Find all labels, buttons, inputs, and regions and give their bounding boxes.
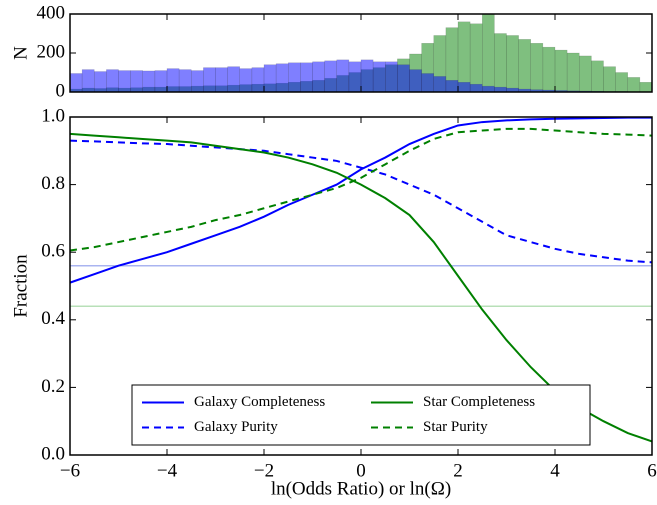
x-tick-label: 4	[550, 460, 560, 481]
histogram-bar	[615, 72, 628, 93]
x-tick-label: 2	[453, 460, 463, 481]
legend: Galaxy Completeness Galaxy Purity Star Com…	[131, 384, 591, 446]
histogram-bar	[263, 64, 277, 93]
histogram-bar	[372, 61, 386, 93]
histogram-bar	[482, 13, 495, 93]
legend-label: Galaxy Completeness	[194, 394, 325, 410]
histogram-bar	[191, 70, 204, 93]
histogram-bar	[360, 59, 374, 93]
histogram-bar	[421, 73, 434, 93]
histogram-bar	[409, 69, 422, 93]
histogram-bar	[312, 61, 325, 93]
histogram-bar	[288, 62, 301, 93]
histogram-bar	[579, 55, 592, 93]
histogram-bar	[69, 73, 83, 93]
histogram-bar	[603, 66, 616, 93]
histogram-bar	[542, 46, 556, 93]
y-tick-label: 0.4	[41, 308, 65, 329]
histogram-bar	[275, 63, 289, 93]
histogram-bar	[397, 64, 410, 93]
legend-label: Star Purity	[423, 419, 488, 435]
histogram-bar	[506, 35, 519, 93]
y-tick-label: 0.0	[41, 443, 65, 464]
histogram-bar	[385, 61, 398, 93]
histogram-bar	[324, 60, 337, 93]
y-tick-label: 0	[56, 80, 66, 101]
histogram-bar	[251, 67, 265, 93]
histogram-bar	[94, 71, 107, 93]
histogram-bar	[215, 67, 228, 93]
series-line	[69, 139, 653, 264]
series-line	[69, 127, 653, 252]
histogram-bar	[300, 62, 313, 93]
x-tick-label: −6	[60, 460, 80, 481]
x-tick-label: 6	[647, 460, 657, 481]
histogram-bar	[336, 59, 350, 93]
histogram-bar	[178, 69, 192, 93]
y-tick-label: 0.6	[41, 241, 65, 262]
histogram-bar	[591, 60, 604, 93]
histogram-bar	[106, 69, 119, 93]
histogram-bar	[566, 52, 580, 93]
histogram-bar	[445, 80, 459, 93]
histogram-bar	[118, 70, 131, 93]
y-tick-label: 0.2	[41, 376, 65, 397]
y-tick-label: 400	[37, 2, 66, 23]
histogram-bar	[554, 49, 568, 93]
histogram-bar	[494, 33, 507, 93]
histogram-bar	[482, 85, 495, 93]
legend-label: Galaxy Purity	[194, 419, 278, 435]
histogram-bar	[518, 39, 531, 93]
histogram-bar	[239, 68, 253, 93]
histogram-bar	[130, 70, 143, 93]
legend-box	[131, 384, 591, 446]
histogram-bar	[81, 69, 95, 93]
x-axis-label: ln(Odds Ratio) or ln(Ω)	[271, 478, 451, 499]
histogram-bar	[348, 61, 362, 93]
histogram-bar	[530, 43, 544, 93]
histogram-bar	[166, 68, 180, 93]
x-tick-label: −2	[254, 460, 274, 481]
histogram-bar	[154, 70, 168, 93]
histogram-bar	[457, 21, 471, 93]
x-tick-label: −4	[157, 460, 178, 481]
histogram-bar	[227, 66, 240, 93]
histogram-bar	[203, 67, 216, 93]
histogram-bar	[457, 82, 471, 93]
y-axis-label: Fraction	[10, 254, 31, 318]
series-line	[69, 116, 652, 284]
y-tick-label: 200	[37, 41, 66, 62]
y-tick-label: 0.8	[41, 173, 65, 194]
histogram-bar	[433, 76, 447, 93]
legend-label: Star Completeness	[423, 394, 535, 410]
histogram-bar	[469, 83, 483, 93]
plot-frame	[69, 116, 653, 456]
histogram-bar	[142, 70, 156, 93]
y-tick-label: 1.0	[41, 105, 65, 126]
y-axis-label: N	[10, 46, 31, 60]
histogram-bar	[627, 77, 641, 93]
x-tick-label: 0	[356, 460, 366, 481]
histogram-bar	[639, 82, 653, 93]
histogram-bar	[469, 23, 483, 93]
plot-frame	[69, 13, 653, 93]
